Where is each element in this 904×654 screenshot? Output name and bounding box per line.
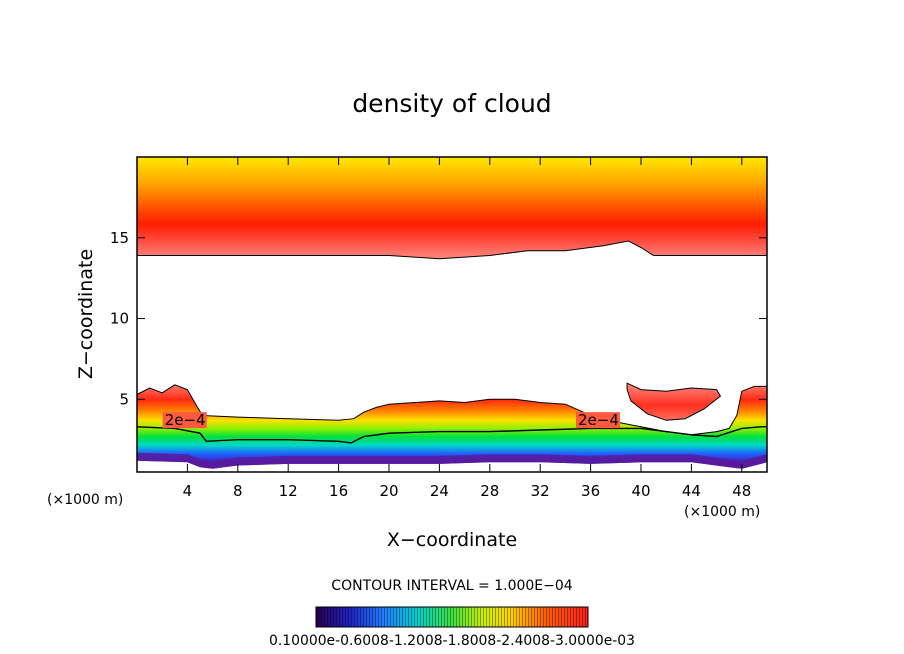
lower-cloud-layer: [137, 384, 767, 469]
colorbar-frame: [315, 606, 589, 628]
x-tick-label-24: 24: [430, 482, 449, 500]
contour-line-2e-4: [137, 426, 767, 444]
x-tick-label-28: 28: [480, 482, 499, 500]
x-tick-label-20: 20: [379, 482, 398, 500]
x-tick-label-4: 4: [183, 482, 193, 500]
y-tick-label-15: 15: [110, 229, 129, 247]
x-axis-ticks: 4 8 12 16 20 24 28 32 36 40 44 48: [183, 157, 751, 500]
contour-label-1: 2e−4: [578, 411, 619, 429]
x-tick-label-12: 12: [279, 482, 298, 500]
upper-cloud-layer: [137, 157, 767, 259]
upper-layer-contour: [137, 240, 767, 260]
colorbar: 0.10000e-0.6008-1.2008-1.8008-2.4008-3.0…: [269, 606, 635, 649]
x-axis-title: X−coordinate: [387, 529, 517, 551]
x-unit-left-label: (×1000 m): [47, 492, 123, 508]
x-tick-label-40: 40: [631, 482, 650, 500]
x-tick-label-36: 36: [581, 482, 600, 500]
y-axis-title: Z−coordinate: [75, 249, 97, 379]
x-tick-label-48: 48: [732, 482, 751, 500]
contour-label-bg-1: [576, 412, 620, 429]
x-tick-label-16: 16: [329, 482, 348, 500]
x-tick-label-32: 32: [531, 482, 550, 500]
chart-title: density of cloud: [352, 89, 551, 118]
y-axis-ticks: 5 10 15: [110, 229, 767, 408]
contour-label-0: 2e−4: [165, 411, 206, 429]
x-tick-label-44: 44: [682, 482, 701, 500]
cloud-base-band: [137, 452, 767, 469]
colorbar-lines: [316, 607, 588, 627]
lower-layer-top-contour: [137, 384, 767, 436]
y-tick-label-5: 5: [119, 390, 129, 408]
contour-label-bg-0: [162, 412, 207, 429]
plot-frame: [136, 156, 768, 473]
colorbar-tick-labels: 0.10000e-0.6008-1.2008-1.8008-2.4008-3.0…: [269, 633, 635, 649]
contour-labels: 2e−4 2e−4: [162, 411, 620, 429]
plot-area: 2e−4 2e−4: [137, 157, 767, 469]
cap-cloud: [626, 382, 722, 421]
contour-interval-text: CONTOUR INTERVAL = 1.000E−04: [331, 578, 572, 594]
y-tick-label-10: 10: [110, 310, 129, 328]
x-tick-label-8: 8: [233, 482, 243, 500]
x-unit-right-label: (×1000 m): [684, 504, 760, 520]
